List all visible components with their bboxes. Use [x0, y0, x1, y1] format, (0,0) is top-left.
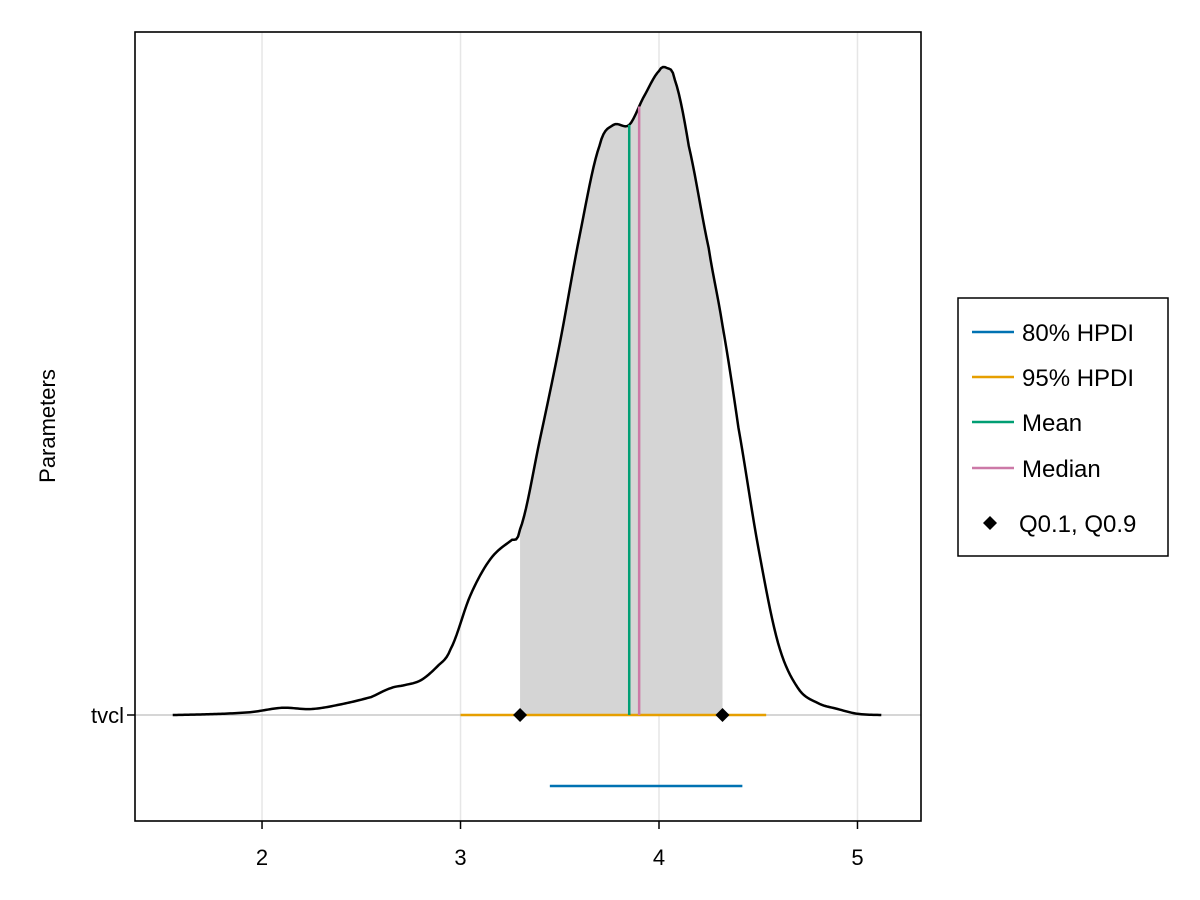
x-tick-label-5: 5	[851, 845, 863, 870]
marks-layer	[460, 106, 767, 788]
quantile-point-2	[715, 708, 730, 722]
legend-label-95-hpdi: 95% HPDI	[1022, 365, 1134, 392]
legend-label-mean: Mean	[1022, 410, 1082, 437]
x-tick-label-4: 4	[653, 845, 665, 870]
legend-label-quantiles: Q0.1, Q0.9	[1019, 511, 1136, 538]
x-axis-ticks: 2 3 4 5	[256, 821, 864, 870]
plot-frame	[134, 31, 922, 822]
x-tick-label-2: 2	[256, 845, 268, 870]
x-tick-label-3: 3	[454, 845, 466, 870]
y-axis-title: Parameters	[35, 369, 60, 483]
y-tick-label-tvcl: tvcl	[91, 703, 124, 728]
legend-box	[957, 297, 1169, 557]
quantile-point-1	[513, 708, 528, 722]
density-shaded-area	[520, 67, 723, 715]
density-curve	[172, 65, 882, 717]
legend-swatch-quantiles-diamond-icon	[983, 516, 997, 530]
legend-label-80-hpdi: 80% HPDI	[1022, 320, 1134, 347]
density-layer	[172, 65, 882, 717]
legend: 80% HPDI 95% HPDI Mean Median Q0.1, Q0.9	[957, 297, 1169, 557]
legend-label-median: Median	[1022, 456, 1101, 483]
